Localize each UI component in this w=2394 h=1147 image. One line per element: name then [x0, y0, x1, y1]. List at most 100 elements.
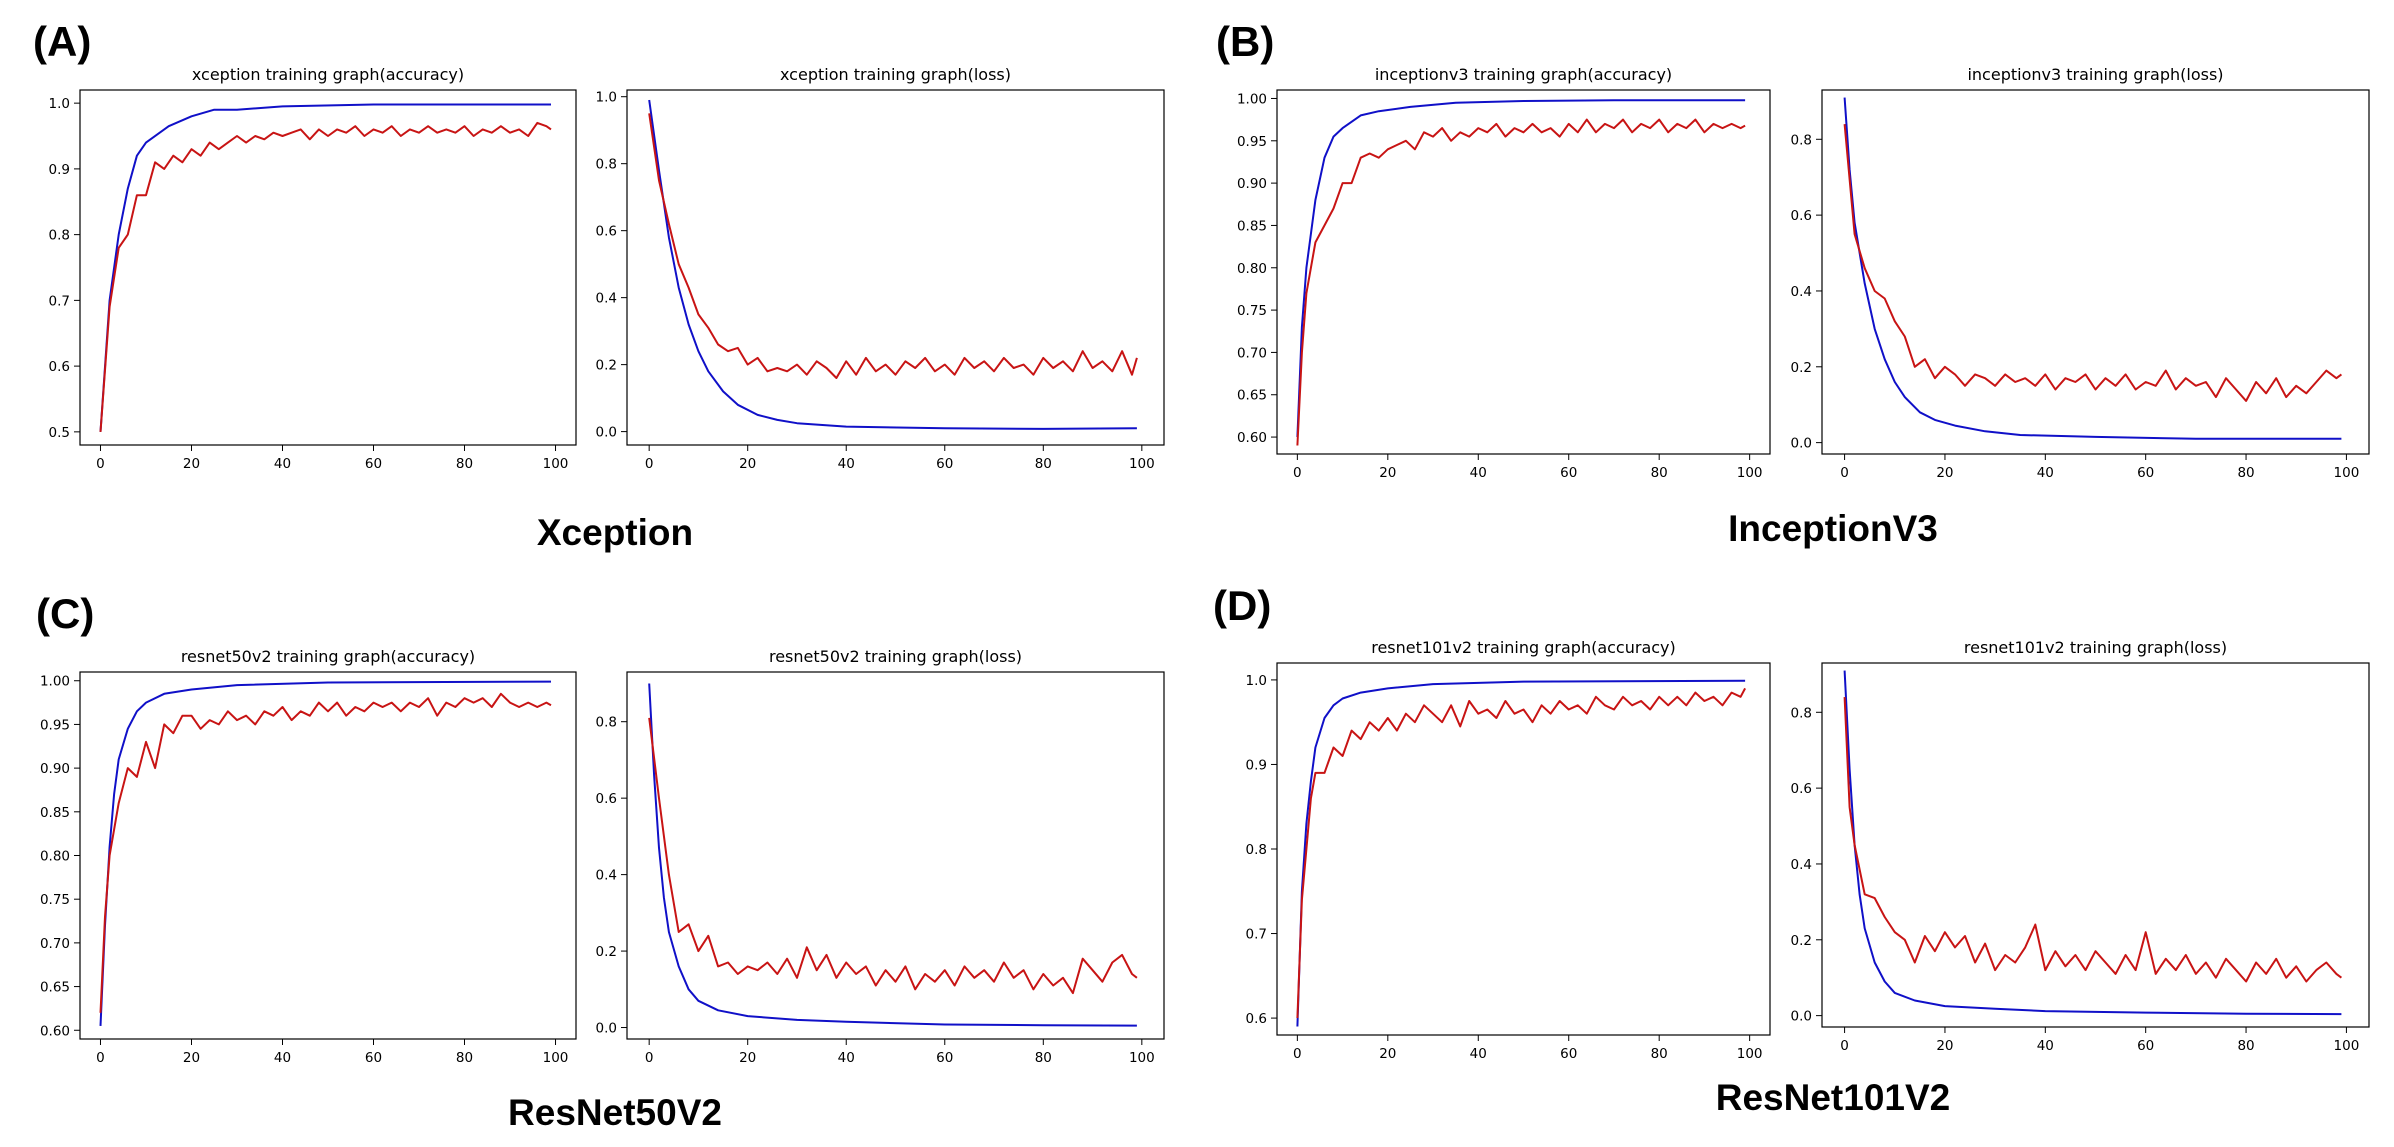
x-tick-label: 60: [1560, 1046, 1577, 1062]
plot-frame: [626, 89, 1165, 446]
chart-title: inceptionv3 training graph(loss): [1967, 65, 2223, 84]
y-tick-label: 0.8: [1246, 842, 1267, 858]
x-tick-label: 80: [1035, 456, 1052, 472]
y-tick-label: 0.8: [1791, 132, 1812, 148]
x-tick-label: 80: [2237, 465, 2254, 481]
x-tick-label: 20: [739, 1050, 756, 1066]
model-name-resnet50v2: ResNet50V2: [508, 1092, 722, 1133]
y-tick-label: 0.70: [1237, 345, 1267, 361]
y-tick-label: 0.8: [596, 157, 617, 173]
plot-frame: [79, 89, 577, 446]
chart-title: resnet50v2 training graph(loss): [769, 647, 1022, 666]
chart-resnet101v2-loss: resnet101v2 training graph(loss) 0 20 40 60 8…: [1791, 638, 2370, 1054]
y-tick-label: 0.6: [596, 224, 617, 240]
x-tick-label: 80: [1651, 465, 1668, 481]
panel-letter-c: (C): [36, 590, 94, 637]
x-tick-label: 100: [2334, 1038, 2360, 1054]
plot-frame: [1276, 662, 1771, 1036]
series-line-validation: [99, 692, 552, 1013]
y-tick-label: 0.8: [1791, 705, 1812, 721]
x-tick-label: 0: [96, 456, 105, 472]
chart-title: xception training graph(loss): [780, 65, 1011, 84]
x-tick-label: 80: [2237, 1038, 2254, 1054]
x-tick-label: 60: [936, 1050, 953, 1066]
series-line-train: [99, 103, 551, 432]
y-tick-label: 0.90: [40, 761, 70, 777]
x-tick-label: 40: [1470, 1046, 1487, 1062]
x-tick-label: 100: [1737, 1046, 1763, 1062]
x-tick-label: 60: [365, 456, 382, 472]
plot-frame: [1821, 89, 2370, 455]
y-tick-label: 0.65: [40, 980, 70, 996]
y-tick-label: 1.00: [40, 674, 70, 690]
x-tick-label: 80: [1035, 1050, 1052, 1066]
x-tick-label: 40: [838, 1050, 855, 1066]
y-tick-label: 0.75: [40, 892, 70, 908]
y-tick-label: 0.85: [1237, 218, 1267, 234]
x-tick-label: 20: [183, 456, 200, 472]
y-tick-label: 0.4: [1791, 284, 1812, 300]
y-tick-label: 0.9: [49, 162, 70, 178]
x-tick-label: 0: [645, 456, 654, 472]
series-line-validation: [648, 113, 1138, 379]
y-tick-label: 0.2: [1791, 933, 1812, 949]
y-tick-label: 0.6: [1791, 208, 1812, 224]
y-tick-label: 0.9: [1246, 757, 1267, 773]
x-tick-label: 80: [456, 456, 473, 472]
series-line-train: [1296, 679, 1746, 1027]
x-tick-label: 20: [1379, 1046, 1396, 1062]
x-tick-label: 60: [2137, 465, 2154, 481]
x-tick-label: 20: [183, 1050, 200, 1066]
panel-letter-b: (B): [1216, 18, 1274, 65]
x-tick-label: 20: [739, 456, 756, 472]
y-tick-label: 1.00: [1237, 91, 1267, 107]
y-tick-label: 0.0: [596, 425, 617, 441]
x-tick-label: 20: [1936, 465, 1953, 481]
y-tick-label: 0.6: [1246, 1011, 1267, 1027]
x-tick-label: 0: [1840, 1038, 1849, 1054]
y-tick-label: 0.2: [596, 944, 617, 960]
series-line-train: [1843, 97, 2342, 440]
panel-letter-a: (A): [33, 18, 91, 65]
y-tick-label: 0.8: [49, 228, 70, 244]
y-tick-label: 1.0: [596, 90, 617, 106]
x-tick-label: 60: [365, 1050, 382, 1066]
series-line-train: [648, 99, 1137, 430]
chart-title: xception training graph(accuracy): [192, 65, 464, 84]
y-tick-label: 1.0: [49, 96, 70, 112]
x-tick-label: 40: [838, 456, 855, 472]
plot-frame: [626, 671, 1165, 1040]
x-tick-label: 100: [1737, 465, 1763, 481]
x-tick-label: 40: [1470, 465, 1487, 481]
chart-resnet101v2-accuracy: resnet101v2 training graph(accuracy) 0 20 4…: [1246, 638, 1771, 1062]
x-tick-label: 40: [2037, 1038, 2054, 1054]
y-tick-label: 0.60: [40, 1023, 70, 1039]
y-tick-label: 0.2: [1791, 360, 1812, 376]
series-line-validation: [1843, 697, 2343, 983]
series-line-validation: [1296, 687, 1746, 1019]
chart-resnet50v2-accuracy: resnet50v2 training graph(accuracy) 0 20 40…: [40, 647, 577, 1066]
x-tick-label: 80: [1651, 1046, 1668, 1062]
y-tick-label: 0.0: [1791, 436, 1812, 452]
y-tick-label: 0.6: [596, 791, 617, 807]
plot-frame: [1821, 662, 2370, 1028]
y-tick-label: 0.0: [1791, 1009, 1812, 1025]
y-tick-label: 0.90: [1237, 176, 1267, 192]
chart-title: resnet101v2 training graph(loss): [1964, 638, 2227, 657]
y-tick-label: 1.0: [1246, 673, 1267, 689]
panel-letter-d: (D): [1213, 582, 1271, 629]
chart-resnet50v2-loss: resnet50v2 training graph(loss) 0 20 40 60 80…: [596, 647, 1165, 1066]
plot-frame: [79, 671, 577, 1040]
y-tick-label: 0.7: [1246, 927, 1267, 943]
x-tick-label: 100: [2334, 465, 2360, 481]
series-line-validation: [1296, 118, 1746, 446]
x-tick-label: 20: [1379, 465, 1396, 481]
y-tick-label: 0.5: [49, 425, 70, 441]
chart-xception-loss: xception training graph(loss) 0 20 40 60 80 10…: [596, 65, 1165, 472]
y-tick-label: 0.0: [596, 1021, 617, 1037]
y-tick-label: 0.80: [40, 849, 70, 865]
series-line-validation: [1843, 124, 2343, 402]
chart-title: inceptionv3 training graph(accuracy): [1375, 65, 1672, 84]
y-tick-label: 0.60: [1237, 430, 1267, 446]
x-tick-label: 0: [1840, 465, 1849, 481]
